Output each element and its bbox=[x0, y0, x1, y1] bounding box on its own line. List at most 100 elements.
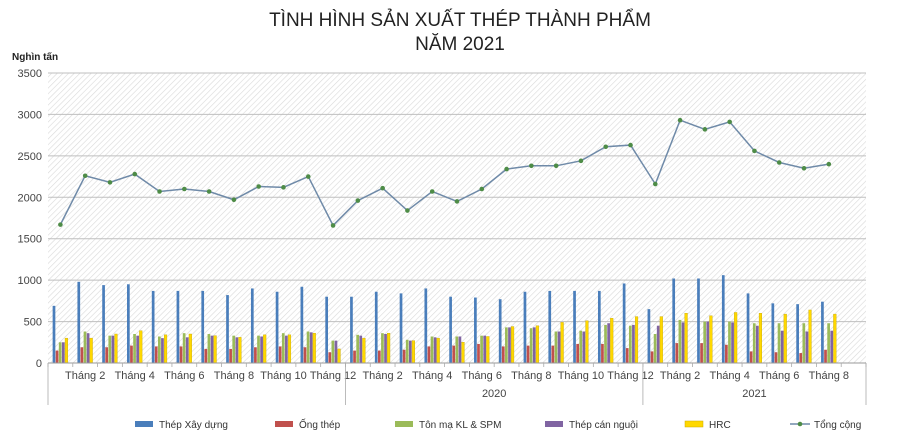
bar-t-n-m-kl-spm bbox=[232, 335, 236, 363]
bar-th-p-c-n-ngu-i bbox=[433, 337, 437, 363]
bar-hrc bbox=[560, 322, 564, 364]
bar-hrc bbox=[89, 337, 93, 364]
bar-t-n-m-kl-spm bbox=[505, 327, 508, 363]
bar-t-n-m-kl-spm bbox=[207, 334, 211, 363]
bar-hrc bbox=[758, 313, 762, 364]
y-tick-label: 500 bbox=[24, 317, 42, 329]
y-tick-label: 3500 bbox=[18, 68, 42, 80]
x-tick-label: Tháng 2 bbox=[65, 370, 105, 382]
bar-th-p-c-n-ngu-i bbox=[161, 338, 164, 363]
total-point bbox=[405, 208, 410, 213]
bar--ng-th-p bbox=[377, 350, 381, 363]
bar-t-n-m-kl-spm bbox=[331, 340, 335, 363]
x-tick-label: Tháng 6 bbox=[759, 370, 799, 382]
bar-t-n-m-kl-spm bbox=[728, 321, 731, 363]
x-tick-label: Tháng 10 bbox=[558, 370, 604, 382]
bar-t-n-m-kl-spm bbox=[455, 336, 459, 363]
bar-t-n-m-kl-spm bbox=[678, 319, 682, 363]
total-point bbox=[553, 163, 559, 169]
bar-th-p-c-n-ngu-i bbox=[632, 324, 635, 363]
bar-t-n-m-kl-spm bbox=[158, 336, 161, 363]
bar-hrc bbox=[436, 337, 440, 364]
bar-t-n-m-kl-spm bbox=[529, 328, 533, 363]
bar-th-p-c-n-ngu-i bbox=[359, 335, 363, 363]
bar-hrc bbox=[610, 318, 614, 364]
bar-th-p-c-n-ngu-i bbox=[111, 335, 115, 363]
bar-hrc bbox=[659, 316, 663, 364]
bar--ng-th-p bbox=[254, 347, 257, 363]
legend-label: Tổng cộng bbox=[814, 419, 861, 431]
bar-hrc bbox=[511, 326, 515, 364]
bar-th-p-x-y-d-ng bbox=[746, 293, 750, 363]
bar-th-p-x-y-d-ng bbox=[399, 293, 403, 363]
x-group-label: 2021 bbox=[742, 388, 766, 400]
bar-hrc bbox=[64, 337, 68, 364]
bar-th-p-c-n-ngu-i bbox=[607, 323, 610, 363]
bar-th-p-c-n-ngu-i bbox=[706, 321, 710, 363]
bar-hrc bbox=[213, 335, 217, 364]
legend-swatch bbox=[275, 421, 293, 427]
total-point bbox=[380, 185, 385, 191]
bar--ng-th-p bbox=[725, 344, 728, 363]
bar-th-p-c-n-ngu-i bbox=[458, 336, 462, 363]
total-point bbox=[107, 180, 113, 185]
legend-label: Ống thép bbox=[299, 417, 341, 431]
bar-hrc bbox=[709, 315, 713, 364]
bar-t-n-m-kl-spm bbox=[653, 334, 657, 363]
bar-th-p-c-n-ngu-i bbox=[805, 331, 809, 363]
bar-t-n-m-kl-spm bbox=[133, 334, 136, 363]
bar--ng-th-p bbox=[799, 353, 803, 363]
bar--ng-th-p bbox=[551, 345, 555, 363]
bar-th-p-x-y-d-ng bbox=[548, 290, 552, 363]
bar-t-n-m-kl-spm bbox=[430, 336, 434, 363]
bar--ng-th-p bbox=[229, 348, 232, 363]
bar-hrc bbox=[312, 332, 316, 364]
x-tick-label: Tháng 4 bbox=[115, 370, 155, 382]
bar-th-p-c-n-ngu-i bbox=[756, 325, 759, 363]
total-point bbox=[256, 184, 262, 189]
bar-th-p-x-y-d-ng bbox=[449, 296, 452, 363]
bar-th-p-c-n-ngu-i bbox=[483, 335, 487, 363]
bar-hrc bbox=[486, 336, 490, 364]
total-point bbox=[776, 160, 782, 165]
total-point bbox=[479, 186, 485, 192]
bar-th-p-x-y-d-ng bbox=[275, 291, 279, 363]
bar--ng-th-p bbox=[601, 343, 604, 363]
bar-th-p-c-n-ngu-i bbox=[309, 332, 313, 363]
total-point bbox=[281, 185, 286, 190]
bar--ng-th-p bbox=[501, 346, 505, 363]
bar-hrc bbox=[535, 325, 539, 364]
bar-th-p-x-y-d-ng bbox=[597, 290, 601, 363]
bar-th-p-x-y-d-ng bbox=[325, 296, 329, 363]
bar-t-n-m-kl-spm bbox=[306, 331, 310, 363]
bar-hrc bbox=[411, 340, 415, 364]
bar-th-p-c-n-ngu-i bbox=[136, 335, 140, 363]
bar-th-p-x-y-d-ng bbox=[697, 278, 700, 363]
total-point bbox=[702, 127, 708, 132]
x-tick-label: Tháng 10 bbox=[260, 370, 306, 382]
total-point bbox=[752, 148, 757, 154]
plot-area bbox=[48, 73, 866, 363]
total-point bbox=[504, 166, 509, 172]
bar--ng-th-p bbox=[204, 348, 208, 363]
bar-th-p-x-y-d-ng bbox=[498, 299, 502, 363]
chart-title-line2: NĂM 2021 bbox=[415, 34, 505, 55]
bar-th-p-x-y-d-ng bbox=[201, 290, 205, 363]
bar-t-n-m-kl-spm bbox=[356, 334, 359, 363]
total-point bbox=[157, 189, 162, 194]
bar-th-p-c-n-ngu-i bbox=[185, 337, 189, 363]
bar-hrc bbox=[808, 309, 812, 364]
bar-hrc bbox=[188, 333, 192, 364]
bar--ng-th-p bbox=[427, 346, 431, 363]
bar-th-p-x-y-d-ng bbox=[350, 296, 353, 363]
x-tick-label: Tháng 8 bbox=[214, 370, 254, 382]
x-tick-label: Tháng 12 bbox=[607, 370, 653, 382]
bar--ng-th-p bbox=[328, 352, 332, 363]
total-point bbox=[801, 165, 807, 171]
bar-t-n-m-kl-spm bbox=[182, 333, 186, 363]
bar-th-p-c-n-ngu-i bbox=[408, 340, 412, 363]
y-axis-unit-label: Nghìn tấn bbox=[12, 51, 58, 63]
bar-th-p-c-n-ngu-i bbox=[731, 322, 734, 363]
bar-th-p-x-y-d-ng bbox=[374, 291, 378, 363]
